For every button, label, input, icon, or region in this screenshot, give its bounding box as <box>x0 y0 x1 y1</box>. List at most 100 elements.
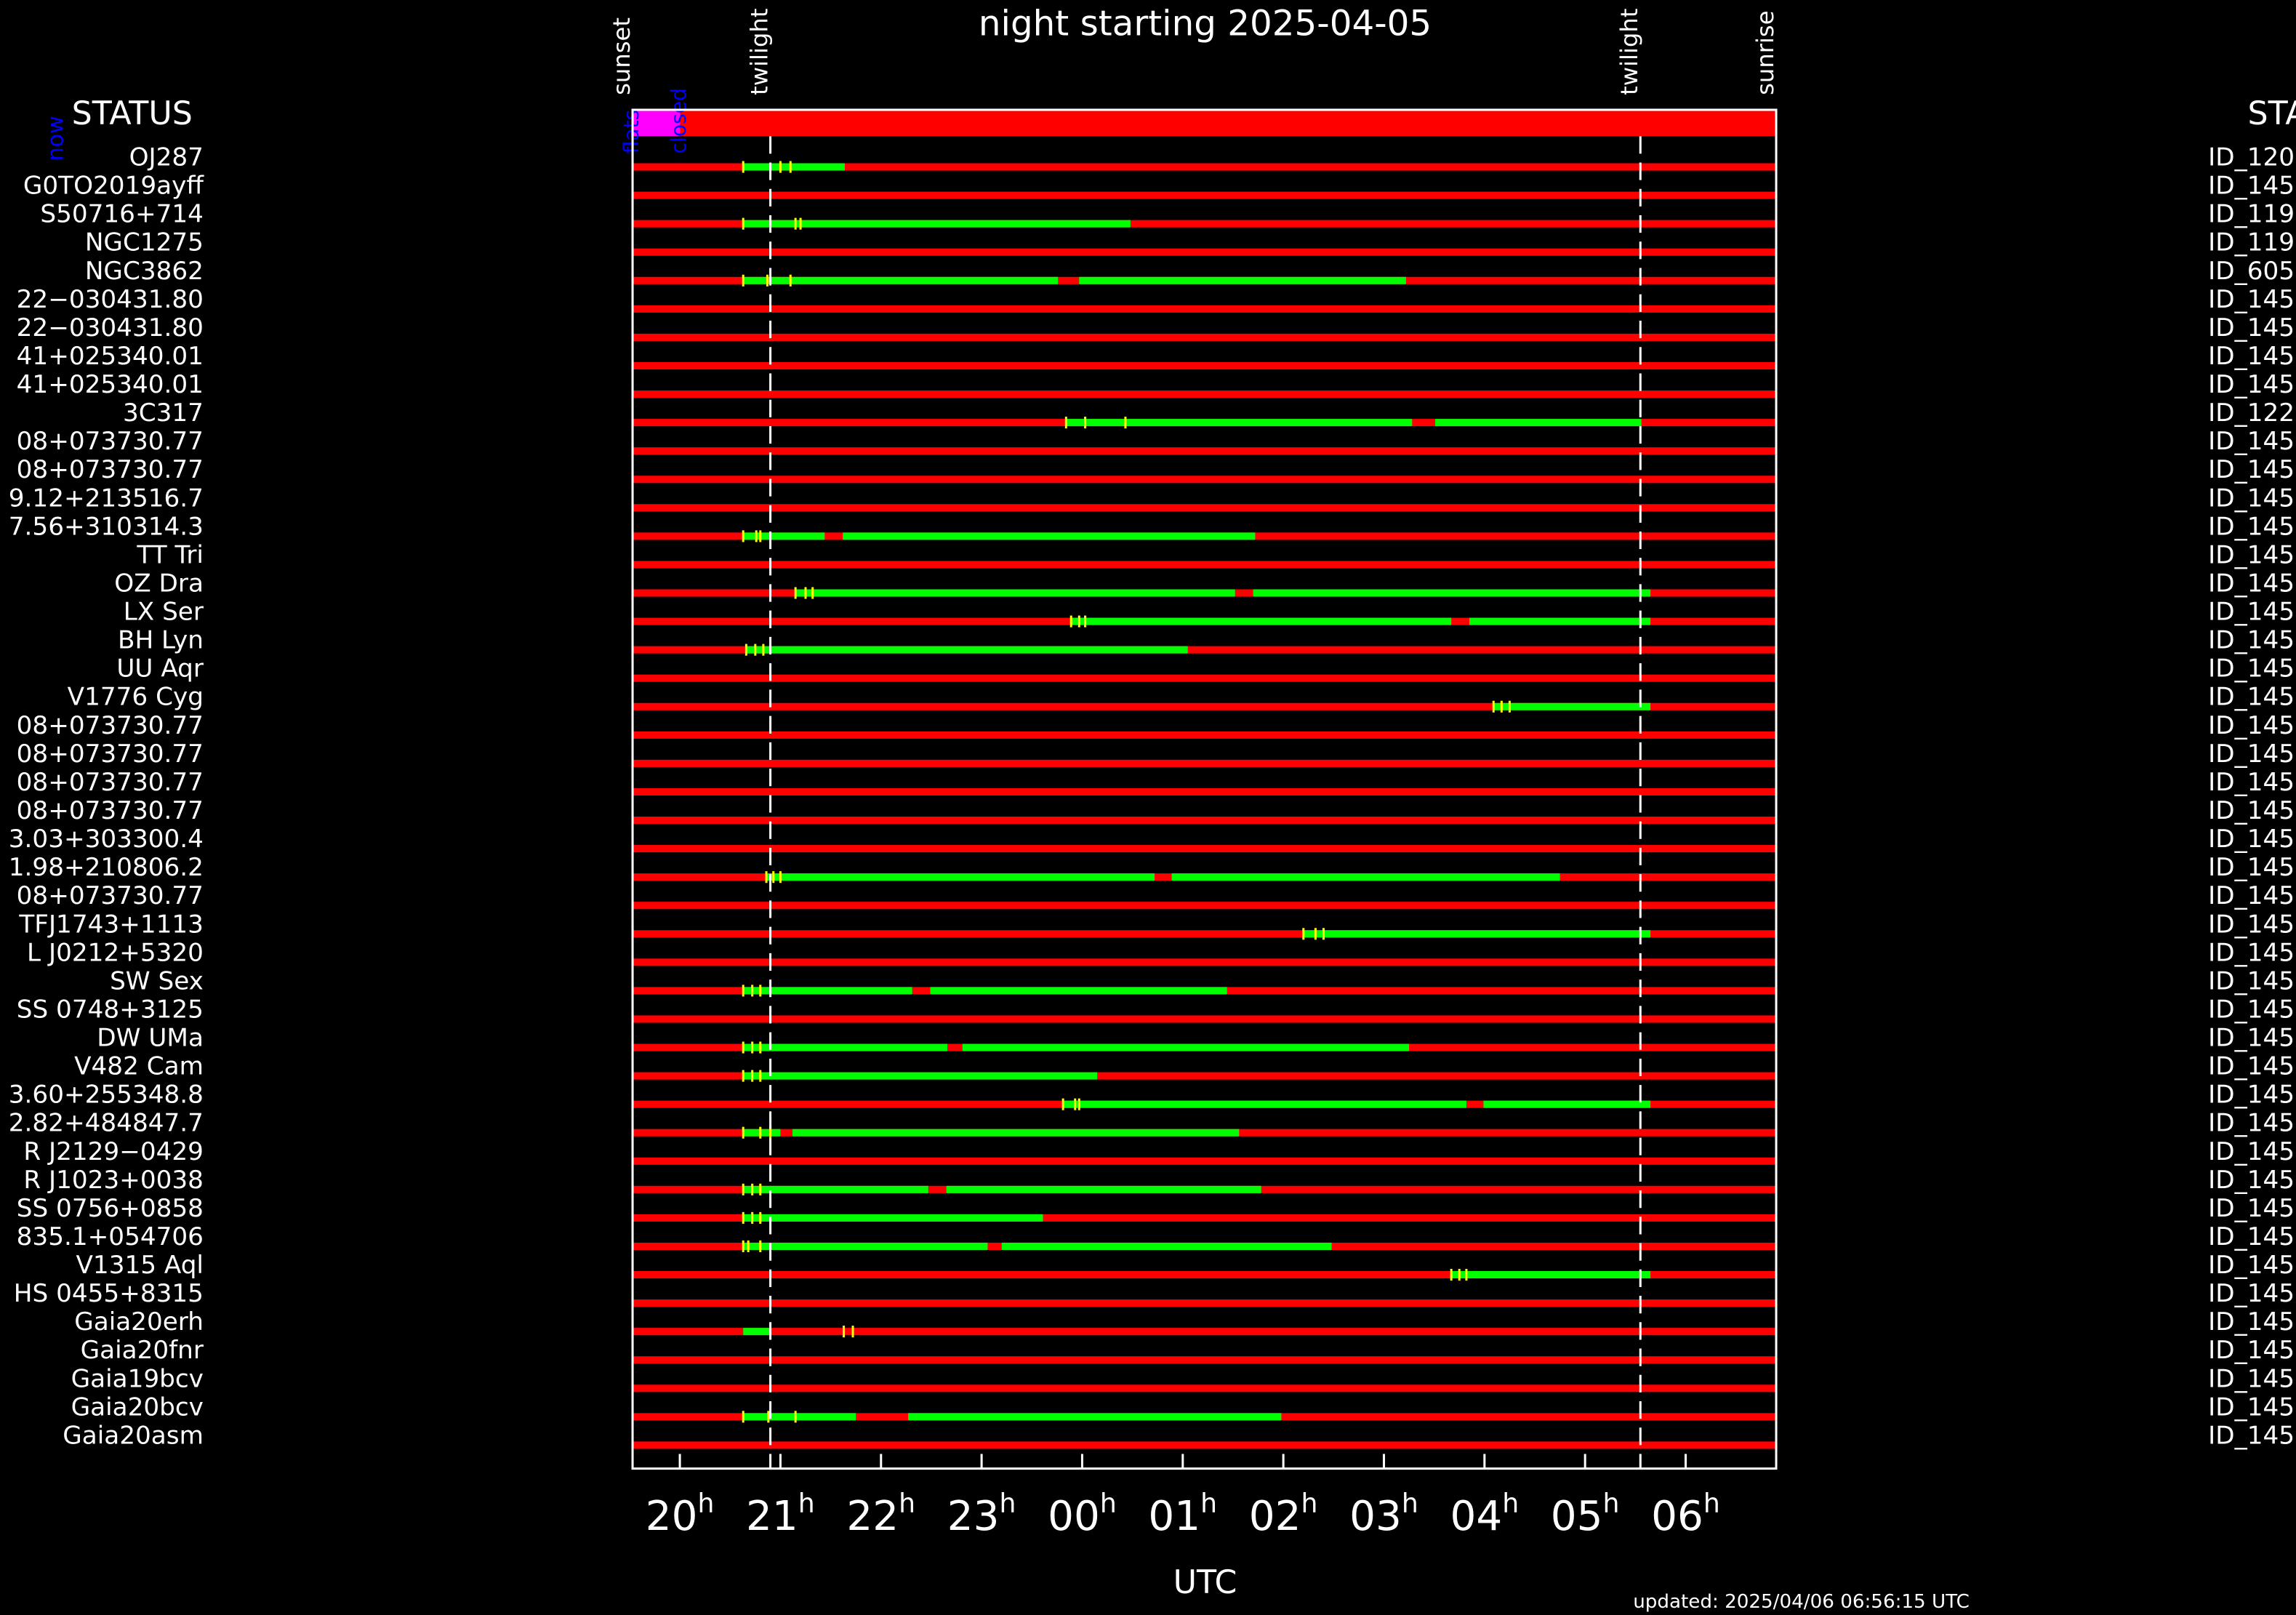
target-id: ID_145 <box>2208 1251 2295 1280</box>
x-tick-label: 20h <box>646 1488 715 1540</box>
target-name: LX Ser <box>124 598 204 627</box>
target-name: DW UMa <box>97 1024 204 1053</box>
row-bar <box>633 759 1777 767</box>
row-bar <box>633 1328 1777 1336</box>
target-name: 22−030431.80 <box>17 313 204 342</box>
target-name: 1.98+210806.2 <box>9 853 204 882</box>
row-bar <box>633 390 1777 398</box>
target-id: ID_145 <box>2208 683 2295 712</box>
visible-segment <box>1001 1242 1332 1251</box>
chart-title: night starting 2025-04-05 <box>979 3 1432 44</box>
visible-segment <box>1451 1271 1651 1279</box>
x-tick-suffix: h <box>697 1488 714 1519</box>
x-tick-suffix: h <box>1703 1488 1720 1519</box>
target-id: ID_145 <box>2208 910 2295 939</box>
visible-segment <box>743 1328 770 1336</box>
target-id: ID_145 <box>2208 768 2295 797</box>
visible-segment <box>743 1043 948 1051</box>
x-tick-label: 22h <box>846 1488 915 1540</box>
target-id: ID_145 <box>2208 796 2295 825</box>
target-name: SS 0756+0858 <box>17 1194 204 1223</box>
x-tick-suffix: h <box>798 1488 815 1519</box>
visible-segment <box>1071 617 1452 625</box>
visible-segment <box>746 646 1188 654</box>
visible-segment <box>743 987 912 995</box>
x-tick-number: 22 <box>846 1493 899 1540</box>
target-id: ID_605 <box>2208 257 2295 286</box>
target-id: ID_145 <box>2208 995 2295 1024</box>
target-id: ID_145 <box>2208 1081 2295 1110</box>
target-name: G0TO2019ayff <box>23 172 204 201</box>
visible-segment <box>946 1185 1261 1193</box>
target-id: ID_145 <box>2208 825 2295 854</box>
target-name: V482 Cam <box>74 1052 204 1081</box>
target-name: 835.1+054706 <box>17 1222 204 1251</box>
row-bar <box>633 1299 1777 1307</box>
row-bar <box>633 788 1777 796</box>
visible-segment <box>743 276 1059 284</box>
target-id: ID_145 <box>2208 427 2295 456</box>
visible-segment <box>1171 873 1560 881</box>
row-bar <box>633 220 1777 228</box>
row-bar <box>633 191 1777 199</box>
target-name: Gaia20asm <box>63 1421 204 1450</box>
x-tick-number: 02 <box>1249 1493 1301 1540</box>
visible-segment <box>766 873 1155 881</box>
target-id: ID_145 <box>2208 172 2295 201</box>
x-tick-number: 04 <box>1450 1493 1502 1540</box>
x-tick-label: 01h <box>1148 1488 1217 1540</box>
row-bar <box>633 816 1777 825</box>
target-name: 08+073730.77 <box>17 427 204 456</box>
target-name: SS 0748+3125 <box>17 995 204 1024</box>
visible-segment <box>792 1129 1240 1137</box>
visible-segment <box>1066 419 1413 427</box>
target-name: OJ287 <box>129 143 204 172</box>
target-id: ID_145 <box>2208 1392 2295 1422</box>
target-id: ID_145 <box>2208 512 2295 541</box>
x-tick-suffix: h <box>1000 1488 1016 1519</box>
target-id: ID_145 <box>2208 1421 2295 1450</box>
x-tick-label: 05h <box>1551 1488 1620 1540</box>
row-bar <box>633 361 1777 370</box>
target-id: ID_145 <box>2208 711 2295 740</box>
target-name: HS 0455+8315 <box>14 1279 204 1308</box>
target-id: ID_119 <box>2208 200 2295 229</box>
target-name: 08+073730.77 <box>17 455 204 484</box>
target-id: ID_145 <box>2208 1364 2295 1393</box>
x-tick-number: 20 <box>646 1493 698 1540</box>
x-tick-suffix: h <box>899 1488 915 1519</box>
visible-segment <box>1063 1100 1466 1108</box>
target-name: OZ Dra <box>114 569 204 598</box>
row-bar <box>633 333 1777 341</box>
target-id: ID_145 <box>2208 1052 2295 1081</box>
target-id: ID_145 <box>2208 285 2295 314</box>
row-bar <box>633 447 1777 455</box>
target-name: 9.12+213516.7 <box>9 484 204 513</box>
target-id: ID_145 <box>2208 598 2295 627</box>
row-bar <box>633 1356 1777 1364</box>
row-bar <box>633 731 1777 739</box>
visible-segment <box>743 1185 928 1193</box>
target-name: 3.03+303300.4 <box>9 825 204 854</box>
x-tick-label: 00h <box>1048 1488 1117 1540</box>
target-id: ID_120 <box>2208 143 2295 172</box>
status-label: closed <box>667 88 691 153</box>
target-name: R J2129−0429 <box>23 1137 204 1166</box>
x-tick-number: 03 <box>1349 1493 1402 1540</box>
target-name: 41+025340.01 <box>17 370 204 399</box>
row-bar <box>633 305 1777 313</box>
x-tick-number: 06 <box>1651 1493 1703 1540</box>
event-label: sunset <box>608 17 635 95</box>
visible-segment <box>1435 419 1642 427</box>
visible-segment <box>743 1214 1043 1222</box>
footer: updated: 2025/04/06 06:56:15 UTC <box>1633 1591 1970 1613</box>
row-bar <box>633 902 1777 910</box>
x-tick-number: 01 <box>1148 1493 1200 1540</box>
visible-segment <box>843 532 1256 540</box>
x-tick-number: 00 <box>1048 1493 1100 1540</box>
target-id: ID_145 <box>2208 540 2295 569</box>
target-id: ID_145 <box>2208 1336 2295 1365</box>
row-bar <box>633 476 1777 484</box>
x-tick-label: 03h <box>1349 1488 1418 1540</box>
target-name: 7.56+310314.3 <box>9 512 204 541</box>
